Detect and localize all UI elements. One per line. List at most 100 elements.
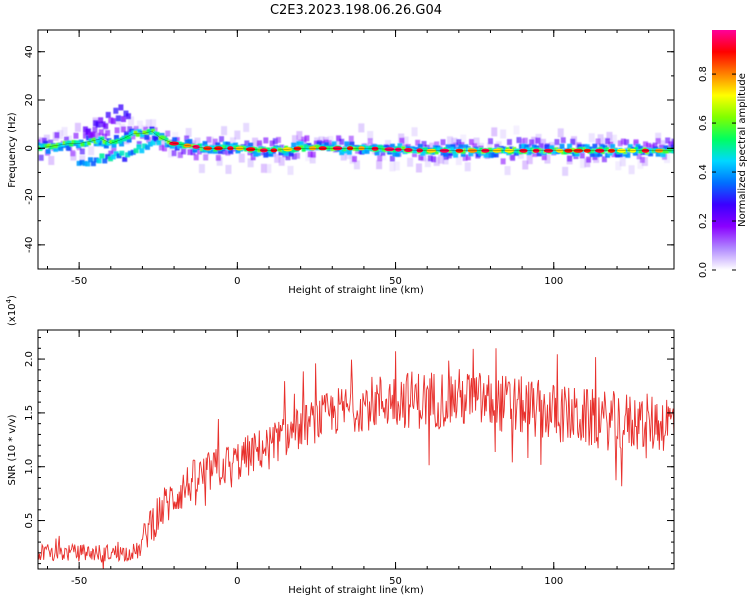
spectral-cell	[155, 131, 160, 136]
spectral-cell	[157, 136, 162, 141]
spectral-cell	[487, 147, 492, 152]
spectral-cell	[518, 150, 523, 155]
spectral-cell	[440, 150, 446, 156]
spectral-cell	[343, 147, 348, 152]
spectral-cell	[392, 151, 398, 157]
spectral-cell	[513, 150, 519, 156]
spectral-cell	[655, 132, 662, 142]
spectral-cell	[438, 154, 445, 164]
spectral-cell	[238, 153, 245, 163]
spectral-cell	[463, 144, 469, 150]
spectral-cell	[98, 140, 104, 146]
spectral-cell	[562, 166, 569, 176]
spectral-cell	[171, 150, 177, 157]
colorbar: 0.0 0.2 0.4 0.6 0.8 Normalized spectral ampl…	[698, 30, 748, 278]
spectral-cell	[139, 148, 145, 154]
spectral-cell	[222, 141, 228, 147]
spectral-cell	[299, 145, 304, 150]
spectral-cell	[281, 149, 286, 154]
spectral-cell	[560, 150, 565, 155]
spectral-cell	[136, 120, 143, 130]
spectral-cell	[368, 146, 373, 151]
spectral-cell	[203, 154, 209, 161]
spectral-cell	[475, 151, 481, 157]
spectral-cell	[287, 165, 294, 175]
spectral-cell	[339, 150, 345, 156]
spectral-cell	[103, 143, 109, 149]
spectral-cell	[381, 147, 386, 152]
spectral-cell	[541, 149, 546, 154]
y-tick-label: -20	[24, 188, 35, 204]
spectral-cell	[501, 149, 506, 154]
spectral-cell	[460, 151, 466, 157]
spectral-cell	[603, 147, 608, 152]
spectral-cell	[128, 116, 135, 126]
spectral-cell	[574, 151, 580, 157]
spectral-cell	[519, 138, 525, 145]
spectral-cell	[206, 136, 212, 143]
spectral-cell	[116, 153, 122, 159]
spectral-cell	[91, 137, 96, 142]
spectral-cell	[199, 147, 204, 152]
spectral-cell	[584, 158, 591, 168]
spectral-cell	[235, 148, 241, 154]
spectral-cell	[225, 164, 232, 174]
y-tick-label: 40	[24, 45, 35, 58]
spectral-cell	[641, 156, 648, 166]
spectral-cell	[610, 143, 616, 149]
spectral-cell	[49, 145, 54, 150]
spectral-cell	[529, 147, 534, 152]
spectral-cell	[363, 145, 368, 150]
spectral-cell	[177, 141, 182, 146]
spectral-cell	[256, 140, 262, 147]
spectral-cell	[431, 156, 437, 163]
spectral-cell	[372, 144, 378, 150]
spectral-cell	[446, 136, 453, 146]
spectral-cell	[639, 156, 645, 163]
spectral-cell	[111, 142, 117, 148]
spectral-cell	[61, 126, 68, 136]
spectral-cell	[250, 148, 256, 154]
spectral-cell	[119, 150, 125, 156]
spectral-cell	[66, 135, 73, 145]
x-tick-label: 100	[544, 276, 563, 287]
spectral-cell	[219, 144, 224, 149]
x-tick-label: 0	[234, 276, 240, 287]
spectral-cell	[316, 141, 322, 147]
spectral-cell	[563, 150, 568, 155]
y-tick-label: -40	[24, 237, 35, 253]
spectral-cell	[148, 130, 153, 135]
spectral-cell	[472, 143, 478, 150]
spectral-cell	[554, 139, 560, 146]
spectral-cell	[421, 141, 427, 148]
spectral-cell	[268, 149, 273, 154]
spectral-cell	[67, 140, 72, 145]
spectral-cell	[346, 149, 352, 155]
spectral-cell	[465, 154, 471, 161]
spectral-cell	[594, 152, 600, 158]
spectral-cell	[662, 149, 667, 154]
spectral-cell	[440, 139, 446, 146]
spectral-cell	[79, 148, 85, 155]
spectral-cell	[415, 139, 421, 146]
spectral-cell	[655, 138, 661, 145]
snr-multiplier: (x104)	[5, 295, 18, 326]
spectral-cell	[248, 142, 254, 148]
spectral-cell	[110, 154, 116, 160]
spectral-cell	[597, 134, 604, 144]
spectral-cell	[147, 141, 153, 147]
spectral-cell	[177, 152, 183, 159]
spectral-cell	[90, 131, 96, 138]
spectral-cell	[324, 141, 330, 147]
spectral-cell	[76, 160, 82, 166]
spectral-cell	[351, 156, 357, 163]
spectral-cell	[111, 139, 116, 144]
spectral-cell	[105, 111, 111, 118]
colorbar-tick-label: 0.0	[698, 262, 709, 278]
spectral-cell	[309, 154, 316, 164]
spectral-cell	[625, 152, 631, 158]
spectral-cell	[159, 137, 166, 147]
spectral-cell	[82, 160, 88, 166]
spectral-cell	[567, 143, 573, 149]
spectral-cell	[291, 142, 297, 148]
